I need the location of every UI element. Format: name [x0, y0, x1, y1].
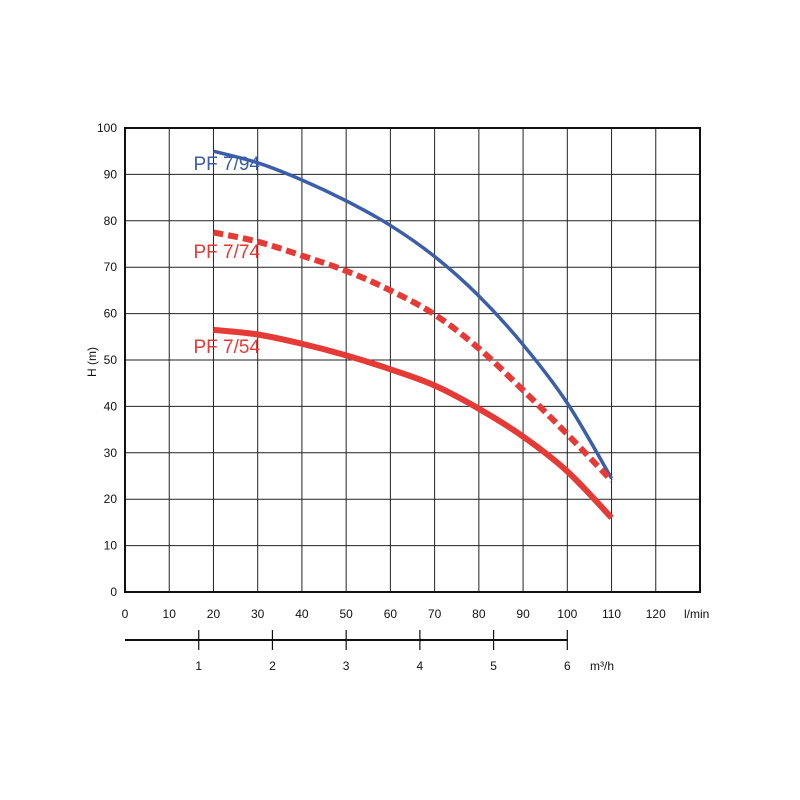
y-tick-label: 100 — [97, 121, 117, 135]
x-tick-label: 120 — [646, 607, 666, 621]
x2-tick-label: 4 — [417, 659, 424, 673]
y-tick-label: 20 — [104, 492, 118, 506]
y-tick-label: 50 — [104, 353, 118, 367]
x2-tick-label: 6 — [564, 659, 571, 673]
series-label: PF 7/74 — [193, 242, 260, 263]
y-tick-label: 60 — [104, 307, 118, 321]
series-line — [213, 326, 614, 520]
series-line — [213, 149, 614, 480]
x-tick-label: 80 — [472, 607, 486, 621]
x-tick-label: 110 — [602, 607, 621, 621]
x-tick-label: 20 — [207, 607, 221, 621]
x-tick-label: 40 — [295, 607, 309, 621]
plot-frame — [124, 127, 701, 593]
x-tick-label: 30 — [251, 607, 265, 621]
y-tick-label: 70 — [104, 260, 118, 274]
series-line — [212, 229, 614, 483]
series-label: PF 7/54 — [193, 337, 260, 358]
x-tick-label: 70 — [428, 607, 442, 621]
series-label: PF 7/94 — [193, 154, 260, 175]
y-tick-label: 90 — [104, 167, 118, 181]
y-axis-label: H (m) — [85, 347, 99, 377]
y-tick-label: 30 — [104, 446, 118, 460]
x2-tick-label: 2 — [269, 659, 276, 673]
x2-axis-label: m³/h — [590, 659, 614, 673]
x-tick-label: 90 — [516, 607, 530, 621]
grid — [124, 127, 701, 593]
x-tick-label: 10 — [163, 607, 177, 621]
y-tick-label: 40 — [104, 399, 118, 413]
y-tick-label: 80 — [104, 214, 118, 228]
axes: 0 10 20 30 40 50 60 70 80 90 100 110 120 0 10 20 30 40 50 6… — [97, 121, 701, 673]
x-tick-label: 50 — [339, 607, 353, 621]
x-tick-label: 0 — [122, 607, 129, 621]
y-tick-label: 0 — [110, 585, 117, 599]
y-tick-label: 10 — [104, 539, 118, 553]
x-axis-label: l/min — [684, 607, 709, 621]
x2-tick-label: 5 — [490, 659, 497, 673]
x-tick-label: 60 — [384, 607, 398, 621]
x2-tick-label: 1 — [195, 659, 202, 673]
x2-tick-label: 3 — [343, 659, 350, 673]
x-tick-label: 100 — [557, 607, 577, 621]
series-group: PF 7/94 PF 7/74 PF 7/54 — [193, 149, 614, 520]
